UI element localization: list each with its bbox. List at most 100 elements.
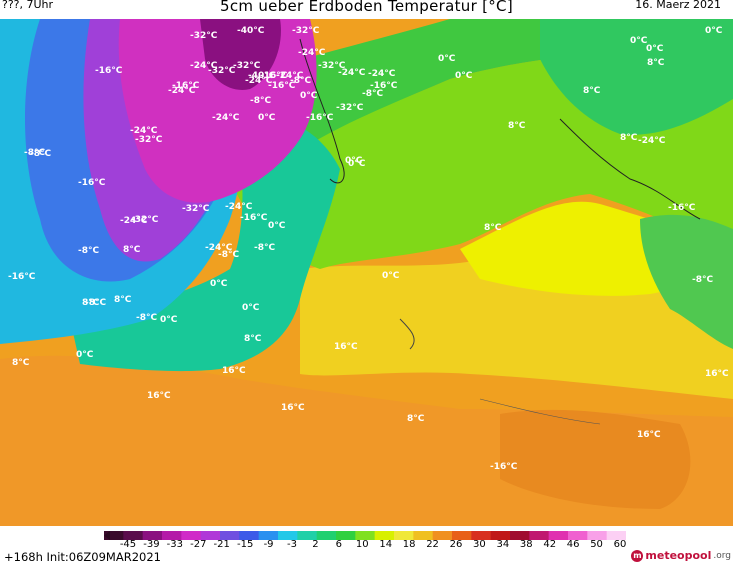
temperature-label: -8°C	[218, 250, 239, 260]
europe-region	[640, 214, 733, 349]
colorbar-tick-label: 34	[496, 539, 510, 550]
colorbar-swatch	[336, 531, 356, 540]
temperature-label: 0°C	[646, 44, 664, 54]
scandinavia-region	[540, 19, 733, 135]
temperature-label: -16°C	[668, 203, 696, 213]
temperature-label: 8°C	[123, 245, 141, 255]
colorbar-tick-label: 38	[519, 539, 533, 550]
temperature-label: 16°C	[637, 430, 661, 440]
colorbar-tick-label: -45	[119, 539, 137, 550]
temperature-label: 0°C	[268, 221, 286, 231]
temperature-label: -32°C	[336, 103, 364, 113]
colorbar-tick-label: 42	[543, 539, 557, 550]
colorbar-swatch	[142, 531, 163, 540]
temperature-label: 0°C	[438, 54, 456, 64]
temperature-label: -8°C	[362, 89, 383, 99]
temperature-label: -24°C	[190, 61, 218, 71]
colorbar-swatch	[432, 531, 453, 540]
temperature-label: 0°C	[348, 159, 366, 169]
colorbar-swatch	[529, 531, 550, 540]
colorbar-tick-label: -9	[263, 539, 274, 550]
temperature-label: -8°C	[692, 275, 713, 285]
colorbar-swatch	[200, 531, 221, 540]
colorbar-tick-label: 10	[355, 539, 369, 550]
temperature-label: 0°C	[210, 279, 228, 289]
temperature-label: -16°C	[240, 213, 268, 223]
temperature-label: 16°C	[334, 342, 358, 352]
coldest-core-region	[200, 19, 281, 90]
logo-text: meteopool	[645, 549, 712, 562]
temperature-label: -8°C	[250, 96, 271, 106]
colorbar-swatch	[606, 531, 626, 540]
ocean-4c-region	[228, 19, 733, 189]
colorbar-swatch	[568, 531, 588, 540]
colorbar-tick-label: 14	[379, 539, 393, 550]
colorbar-min-arrow	[104, 531, 110, 540]
colorbar-swatch	[162, 531, 182, 540]
logo-org: .org	[713, 550, 731, 561]
colorbar-tick-label: 46	[566, 539, 580, 550]
colorbar-tick-label: -15	[236, 539, 254, 550]
temperature-label: 16°C	[147, 391, 171, 401]
map-title: 5cm ueber Erdboden Temperatur [°C]	[220, 0, 513, 15]
colorbar-swatch	[258, 531, 279, 540]
meteopool-logo: m meteopool .org	[631, 549, 731, 562]
temperature-label: -16°C	[95, 66, 123, 76]
temperature-label: -32°C	[208, 66, 236, 76]
temperature-label: -32°C	[182, 204, 210, 214]
temperature-label: 0°C	[300, 91, 318, 101]
temperature-label: 8°C	[508, 121, 526, 131]
iberia-region	[500, 409, 691, 509]
temperature-label: -16°C	[78, 178, 106, 188]
colorbar-swatch	[490, 531, 511, 540]
temperature-label: 16°C	[281, 403, 305, 413]
temperature-labels: -40°C-32°C -32°C-24°C-16°C-16°C-8°C0°C0°C…	[8, 26, 729, 472]
colorbar-tick-label: -3	[287, 539, 297, 550]
temperature-label: -8°C	[24, 148, 45, 158]
colorbar-tick-label: 30	[473, 539, 486, 550]
run-label: ???, 7Uhr	[2, 0, 54, 11]
temperature-label: -24°C	[368, 69, 396, 79]
temperature-label: 0°C	[160, 315, 178, 325]
logo-icon: m	[631, 549, 644, 562]
colorbar-swatch	[548, 531, 569, 540]
temperature-label: -16°C	[490, 462, 518, 472]
isotherm-line	[479, 398, 601, 425]
temperature-label: 0°C	[455, 71, 473, 81]
temperature-label: 8°C	[484, 223, 502, 233]
temperature-label: -8°C	[136, 313, 157, 323]
temperature-label: -24°C	[130, 126, 158, 136]
temperature-label: 16°C	[705, 369, 729, 379]
temperature-label: 0°C	[258, 113, 276, 123]
temperature-label: -16°C	[172, 81, 200, 91]
colorbar-tick-label: 18	[402, 539, 416, 550]
colorbar-tick-label: 60	[613, 539, 627, 550]
temperature-label: -16°C	[306, 113, 334, 123]
legend: -45 -39 -33 -27 -21 -15 -9 -3 2 6 10 14 18 22 26 30 34 38…	[0, 526, 733, 566]
colorbar-ticks: -45 -39 -33 -27 -21 -15 -9 -3 2 6 10 14 18 22 26 30 34 38…	[0, 539, 733, 553]
temperature-label: -8°C	[290, 76, 311, 86]
temperature-label: -24°C	[298, 48, 326, 58]
temperature-label: 8°C	[12, 358, 30, 368]
colorbar-tick-label: -33	[166, 539, 184, 550]
temperature-label: -8°C	[78, 246, 99, 256]
colorbar-swatch	[587, 531, 608, 540]
colorbar-swatch	[510, 531, 530, 540]
colorbar-tick-label: 22	[426, 539, 439, 550]
temperature-label: 8°C	[82, 298, 100, 308]
temperature-label: 8°C	[244, 334, 262, 344]
temperature-label: -24°C	[120, 216, 148, 226]
valid-date: 16. Maerz 2021	[635, 0, 721, 11]
temperature-label: 0°C	[76, 350, 94, 360]
temperature-label: -32°C	[233, 61, 261, 71]
colorbar-tick-label: 26	[449, 539, 463, 550]
temperature-label: -24°C	[276, 71, 304, 81]
colorbar-swatch	[413, 531, 434, 540]
temperature-label: -8°C	[30, 149, 51, 159]
europe-coast	[559, 118, 701, 220]
temperature-label: 8°C	[583, 86, 601, 96]
temperature-map: -40°C -32°C -32°C -24°C -16°C -16°C -8°C 0°C 0°C…	[0, 19, 733, 526]
temperature-label: -24°C	[638, 136, 666, 146]
temperature-label: -24°C	[205, 243, 233, 253]
temperature-label: -16°C	[260, 71, 288, 81]
